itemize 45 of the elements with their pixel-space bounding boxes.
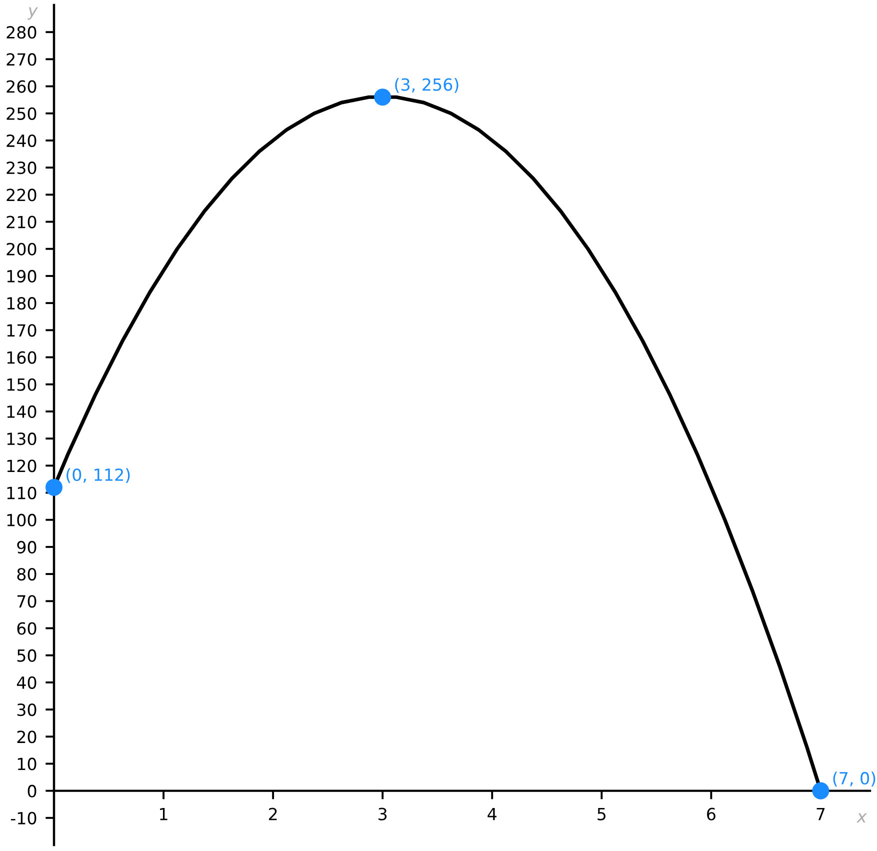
x-axis-title: x — [856, 813, 867, 822]
y-tick-label: 70 — [17, 595, 36, 608]
x-tick-label: 6 — [707, 808, 716, 820]
y-tick-label: 140 — [7, 405, 36, 418]
point — [45, 478, 63, 496]
x-tick-label: 1 — [160, 808, 168, 820]
point — [812, 782, 830, 800]
y-tick-label: 160 — [7, 351, 36, 364]
y-tick-label: 230 — [6, 162, 36, 174]
y-tick-label: 250 — [6, 107, 36, 120]
x-tick-label: 3 — [378, 808, 387, 820]
y-tick-label: 150 — [7, 378, 36, 391]
annotation: (3, 256) — [395, 78, 458, 93]
y-tick-label: 130 — [7, 432, 36, 446]
y-tick-label: 180 — [7, 297, 36, 310]
y-axis-title: y — [27, 7, 38, 20]
y-tick-label: 100 — [7, 514, 36, 526]
x-tick-label: 4 — [488, 808, 496, 820]
y-tick-label: 200 — [6, 242, 36, 256]
x-tick-label: 2 — [268, 808, 277, 820]
y-tick-label: 60 — [17, 622, 36, 635]
y-tick-label: 270 — [6, 53, 36, 66]
annotation: (7, 0) — [833, 772, 876, 786]
y-tick-label: 20 — [17, 730, 36, 744]
y-tick-label: 120 — [7, 460, 36, 472]
x-tick-label: 5 — [598, 808, 606, 820]
y-tick-label: 240 — [6, 134, 36, 148]
y-tick-label: 0 — [28, 784, 36, 798]
y-tick-label: 260 — [6, 80, 36, 93]
y-tick-label: 80 — [17, 568, 36, 581]
y-tick-label: 40 — [16, 676, 36, 689]
y-tick-label: 190 — [7, 270, 36, 283]
y-tick-label: 110 — [7, 486, 36, 500]
y-tick-label: 210 — [6, 216, 36, 228]
y-tick-label: 50 — [17, 649, 36, 662]
y-tick-label: 170 — [7, 324, 36, 337]
y-tick-label: -10 — [10, 812, 36, 824]
y-tick-label: 10 — [18, 758, 36, 770]
y-tick-label: 30 — [17, 703, 36, 716]
y-tick-label: 280 — [6, 26, 36, 39]
y-tick-label: 220 — [6, 188, 36, 202]
point — [374, 88, 392, 106]
annotation: (0, 112) — [66, 468, 130, 484]
y-tick-label: 90 — [17, 540, 36, 554]
x-tick-label: 7 — [816, 808, 825, 820]
